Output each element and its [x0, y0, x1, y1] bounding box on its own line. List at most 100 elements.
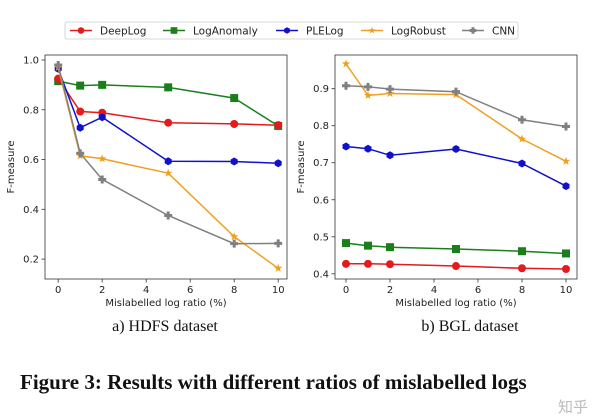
series-line	[57, 68, 279, 165]
y-tick-label: 0.7	[313, 158, 329, 169]
marker-star	[368, 26, 376, 34]
marker-hexagon	[284, 27, 290, 34]
marker-square	[342, 239, 350, 248]
marker-plus	[164, 211, 173, 220]
marker-plus	[562, 122, 570, 131]
legend-item-cnn: CNN	[462, 26, 515, 38]
legend-item-plelog: PLELog	[276, 26, 344, 38]
subcaption-hdfs: a) HDFS dataset	[112, 318, 218, 335]
marker-plus	[274, 239, 283, 248]
series-line	[57, 64, 279, 245]
legend-item-logrobust: LogRobust	[361, 26, 446, 38]
series-deeplog	[342, 259, 570, 274]
chart-hdfs: 0 2 4 6 8 10 0.2 0.4 0.6 0.8 1.0 Mislabelled log ra…	[6, 54, 288, 309]
y-tick-label: 0.8	[23, 105, 39, 116]
marker-square	[98, 80, 107, 89]
chart-bgl: 0 2 4 6 8 10 0.4 0.5 0.6 0.7 0.8 0.9 Mislabelled log…	[296, 54, 578, 309]
marker-plus	[518, 115, 526, 124]
marker-plus	[230, 239, 239, 248]
subcaption-bgl: b) BGL dataset	[421, 318, 519, 335]
marker-circle	[230, 119, 239, 128]
marker-hexagon	[342, 142, 350, 151]
x-tick-label: 6	[475, 285, 481, 296]
marker-hexagon	[274, 159, 282, 168]
marker-circle	[76, 107, 85, 116]
series-cnn	[54, 60, 283, 248]
marker-square	[386, 243, 394, 252]
series-line	[57, 67, 279, 269]
plot-frame	[44, 54, 288, 280]
marker-plus	[342, 81, 350, 90]
y-tick-label: 0.4	[313, 269, 329, 280]
x-tick-label: 2	[99, 285, 105, 296]
marker-square	[562, 249, 570, 258]
marker-circle	[386, 260, 394, 269]
x-tick-label: 4	[431, 285, 437, 296]
series-plelog	[342, 142, 570, 191]
marker-plus	[469, 27, 477, 34]
watermark: 知乎	[557, 398, 588, 416]
legend-label: PLELog	[306, 26, 344, 38]
marker-star	[341, 59, 351, 68]
y-tick-label: 0.2	[23, 255, 39, 266]
series-logrobust	[54, 63, 283, 272]
x-tick-label: 10	[272, 285, 285, 296]
x-tick-label: 2	[387, 285, 393, 296]
marker-circle	[562, 265, 570, 274]
marker-hexagon	[364, 144, 372, 153]
y-tick-label: 0.6	[23, 155, 39, 166]
marker-square	[170, 27, 178, 34]
marker-hexagon	[518, 159, 526, 168]
x-axis-label: Mislabelled log ratio (%)	[395, 298, 516, 309]
marker-hexagon	[386, 151, 394, 160]
marker-hexagon	[164, 157, 172, 166]
marker-square	[364, 241, 372, 250]
marker-hexagon	[98, 113, 106, 122]
legend-item-loganomaly: LogAnomaly	[163, 26, 258, 38]
series-line	[345, 145, 567, 187]
marker-circle	[452, 262, 460, 271]
y-tick-label: 0.6	[313, 195, 329, 206]
x-tick-label: 8	[519, 285, 525, 296]
x-tick-label: 0	[55, 285, 61, 296]
marker-plus	[98, 175, 107, 184]
marker-star	[363, 91, 373, 99]
marker-star	[385, 89, 395, 98]
y-tick-label: 0.8	[313, 121, 329, 132]
legend-label: LogAnomaly	[193, 26, 258, 38]
marker-star	[561, 156, 571, 165]
marker-square	[230, 94, 239, 103]
legend-label: DeepLog	[100, 26, 146, 38]
figure-caption: Figure 3: Results with different ratios …	[20, 370, 527, 394]
y-axis-label: F-measure	[6, 141, 17, 194]
legend-label: LogRobust	[391, 26, 446, 38]
series-cnn	[342, 81, 570, 131]
marker-square	[76, 81, 85, 90]
y-tick-label: 0.4	[23, 205, 39, 216]
x-tick-label: 6	[187, 285, 193, 296]
series-plelog	[54, 64, 282, 168]
marker-star	[230, 232, 239, 241]
marker-circle	[342, 259, 350, 268]
legend-label: CNN	[492, 26, 515, 38]
marker-star	[274, 263, 283, 272]
plot-frame	[334, 54, 578, 280]
legend-item-deeplog: DeepLog	[70, 26, 146, 38]
marker-circle	[164, 118, 173, 127]
marker-plus	[386, 85, 394, 94]
marker-plus	[452, 87, 460, 96]
x-tick-label: 0	[343, 285, 349, 296]
legend: DeepLog LogAnomaly PLELog LogRobust CNN	[64, 21, 519, 40]
x-tick-label: 4	[143, 285, 149, 296]
marker-star	[164, 168, 173, 177]
series-line	[57, 78, 279, 126]
marker-square	[164, 83, 173, 92]
y-tick-label: 0.5	[313, 232, 329, 243]
series-line	[345, 63, 567, 162]
marker-star	[98, 154, 107, 163]
marker-plus	[54, 60, 63, 69]
y-tick-label: 0.9	[313, 84, 329, 95]
x-tick-label: 10	[560, 285, 573, 296]
marker-square	[452, 245, 460, 254]
